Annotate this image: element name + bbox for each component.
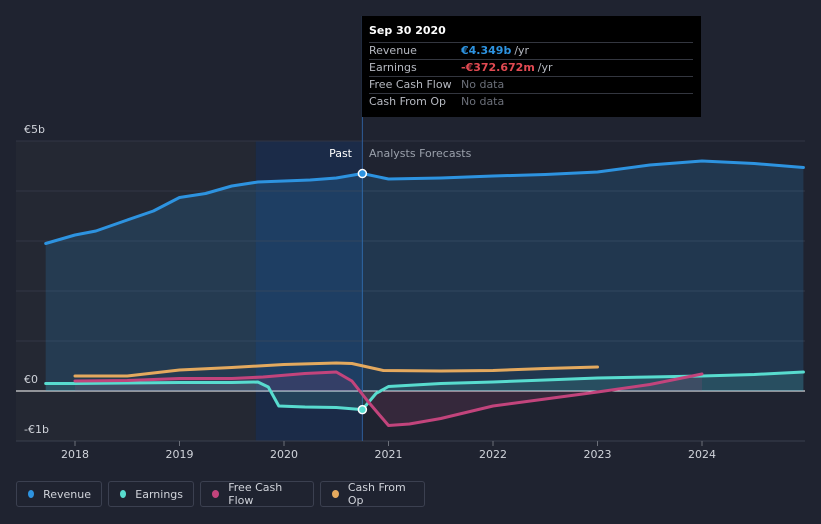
earnings-marker bbox=[357, 404, 368, 415]
cash_from_op-line bbox=[73, 361, 599, 378]
revenue-line bbox=[44, 159, 805, 245]
chart-legend: Revenue Earnings Free Cash Flow Cash Fro… bbox=[16, 481, 425, 507]
earnings-area bbox=[45, 372, 804, 410]
tooltip-row-free-cash-flow: Free Cash Flow No data bbox=[369, 76, 693, 93]
free_cash_flow-line bbox=[73, 370, 704, 427]
financial-chart: Past Analysts Forecasts €5b €0 -€1b 2018 201… bbox=[16, 16, 805, 461]
tooltip-value: No data bbox=[461, 78, 505, 91]
legend-label: Earnings bbox=[135, 487, 183, 501]
data-tooltip: Sep 30 2020 Revenue €4.349b /yr Earnings… bbox=[362, 16, 701, 117]
tooltip-value: -€372.672m bbox=[461, 61, 535, 74]
forecast-label: Analysts Forecasts bbox=[369, 147, 472, 160]
revenue-area bbox=[45, 161, 804, 391]
y-tick-label: €5b bbox=[24, 123, 45, 136]
x-tick-label: 2024 bbox=[688, 448, 716, 461]
tooltip-row-revenue: Revenue €4.349b /yr bbox=[369, 42, 693, 59]
tooltip-label: Earnings bbox=[369, 61, 417, 74]
x-tick-label: 2020 bbox=[270, 448, 298, 461]
x-tick-label: 2018 bbox=[61, 448, 89, 461]
legend-label: Revenue bbox=[43, 487, 91, 501]
x-tick-label: 2021 bbox=[375, 448, 403, 461]
tooltip-row-cash-from-op: Cash From Op No data bbox=[369, 93, 693, 110]
free-cash-flow-dot-icon bbox=[212, 490, 220, 498]
tooltip-unit: /yr bbox=[537, 61, 553, 74]
tooltip-label: Cash From Op bbox=[369, 95, 447, 108]
legend-item-revenue[interactable]: Revenue bbox=[16, 481, 102, 507]
cash-from-op-dot-icon bbox=[332, 490, 339, 498]
tooltip-row-earnings: Earnings -€372.672m /yr bbox=[369, 59, 693, 76]
earnings-dot-icon bbox=[120, 490, 127, 498]
revenue-marker bbox=[357, 168, 368, 179]
tooltip-value: €4.349b bbox=[461, 44, 512, 57]
x-tick-label: 2023 bbox=[584, 448, 612, 461]
legend-item-free-cash-flow[interactable]: Free Cash Flow bbox=[200, 481, 314, 507]
tooltip-value: No data bbox=[461, 95, 505, 108]
tooltip-label: Free Cash Flow bbox=[369, 78, 452, 91]
legend-label: Free Cash Flow bbox=[228, 481, 283, 507]
legend-item-earnings[interactable]: Earnings bbox=[108, 481, 194, 507]
x-tick-label: 2022 bbox=[479, 448, 507, 461]
free_cash_flow-area bbox=[75, 372, 702, 426]
y-tick-label: -€1b bbox=[24, 423, 49, 436]
legend-label: Cash From Op bbox=[347, 481, 406, 507]
x-tick-label: 2019 bbox=[166, 448, 194, 461]
tooltip-label: Revenue bbox=[369, 44, 417, 57]
tooltip-unit: /yr bbox=[514, 44, 530, 57]
legend-item-cash-from-op[interactable]: Cash From Op bbox=[320, 481, 425, 507]
past-label: Past bbox=[329, 147, 353, 160]
revenue-dot-icon bbox=[28, 490, 35, 498]
y-tick-label: €0 bbox=[24, 373, 38, 386]
tooltip-date: Sep 30 2020 bbox=[369, 24, 446, 37]
